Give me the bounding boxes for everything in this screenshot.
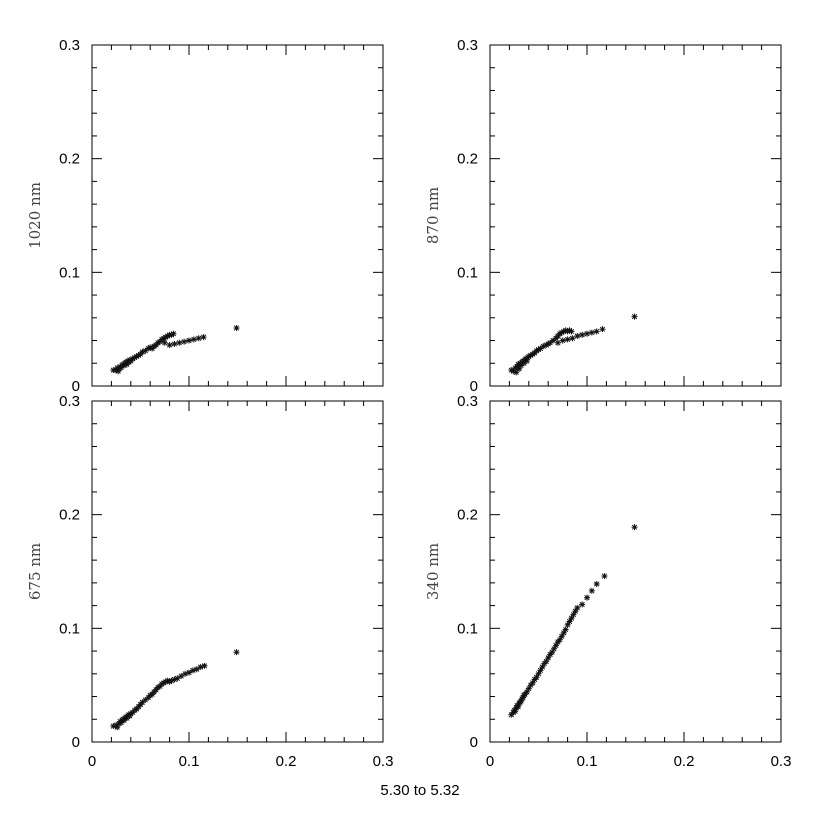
panel-4: 0 0.1 0.2 0.3 0 0.1 0.2 0.3 340 nm: [424, 393, 791, 770]
data-point: [588, 587, 595, 594]
data-point: [201, 662, 208, 669]
plot-frame: [91, 44, 384, 387]
panel-2: 0 0.1 0.2 0.3 870 nm: [424, 37, 782, 395]
data-point: [178, 673, 185, 680]
y-tick-label: 0.1: [59, 620, 80, 637]
panel-1: 0 0.1 0.2 0.3 1020 nm: [26, 37, 384, 395]
x-tick-label: 0: [88, 753, 96, 770]
data-point: [166, 342, 173, 349]
y-tick-label: 0.1: [457, 264, 478, 281]
data-point: [176, 339, 183, 346]
data-point: [593, 328, 600, 335]
x-tick-label: 0.3: [373, 753, 394, 770]
data-point: [190, 336, 197, 343]
data-point: [200, 334, 207, 341]
y-tick-label: 0: [72, 734, 80, 751]
data-point: [554, 339, 561, 346]
data-point: [579, 601, 586, 608]
data-point: [574, 604, 581, 611]
x-tick-label: 0.1: [577, 753, 598, 770]
plot-frame: [489, 44, 782, 387]
data-point: [579, 331, 586, 338]
panel-3: 0 0.1 0.2 0.3 0 0.1 0.2 0.3 675 nm: [26, 393, 393, 770]
y-tick-label: 0.2: [59, 507, 80, 524]
plot-frame: [489, 400, 782, 743]
data-point: [584, 594, 590, 601]
figure-xlabel: 5.30 to 5.32: [380, 782, 459, 799]
y-tick-label: 0: [72, 378, 80, 395]
y-tick-label: 0.1: [457, 620, 478, 637]
data-point: [631, 524, 638, 531]
data-point: [161, 339, 168, 346]
data-point: [171, 340, 178, 347]
y-axis-label: 1020 nm: [26, 182, 44, 249]
data-point: [233, 649, 240, 656]
y-tick-label: 0.3: [457, 393, 478, 410]
data-point: [170, 330, 177, 337]
x-tick-label: 0.1: [179, 753, 200, 770]
data-point: [593, 581, 600, 588]
y-tick-label: 0.3: [59, 37, 80, 54]
y-tick-label: 0.2: [59, 151, 80, 168]
y-axis-label: 340 nm: [424, 543, 442, 600]
y-tick-label: 0.2: [457, 507, 478, 524]
y-tick-label: 0: [470, 378, 478, 395]
y-tick-label: 0.3: [457, 37, 478, 54]
data-point: [569, 335, 576, 342]
data-point: [574, 332, 581, 339]
panels-group: 0 0.1 0.2 0.3 1020 nm 0 0.1 0.2 0.3 870 nm 0 0.1 0.2…: [26, 37, 791, 770]
x-tick-label: 0: [486, 753, 494, 770]
data-point: [631, 313, 638, 320]
data-point: [562, 626, 569, 633]
data-point: [568, 328, 575, 335]
plot-frame: [91, 400, 384, 743]
y-tick-label: 0.3: [59, 393, 80, 410]
y-axis-label: 675 nm: [26, 543, 44, 600]
data-point: [599, 326, 606, 333]
x-tick-label: 0.2: [276, 753, 297, 770]
y-tick-label: 0.1: [59, 264, 80, 281]
data-point: [181, 338, 188, 345]
data-point: [186, 337, 192, 344]
data-point: [559, 337, 566, 344]
x-tick-label: 0.2: [674, 753, 695, 770]
data-point: [115, 368, 122, 375]
data-point: [195, 335, 202, 342]
data-point: [588, 329, 595, 336]
data-point: [601, 573, 608, 580]
x-tick-label: 0.3: [771, 753, 792, 770]
data-point: [564, 336, 571, 343]
data-point: [584, 330, 590, 337]
y-tick-label: 0.2: [457, 151, 478, 168]
y-tick-label: 0: [470, 734, 478, 751]
data-point: [233, 325, 240, 332]
y-axis-label: 870 nm: [424, 187, 442, 244]
